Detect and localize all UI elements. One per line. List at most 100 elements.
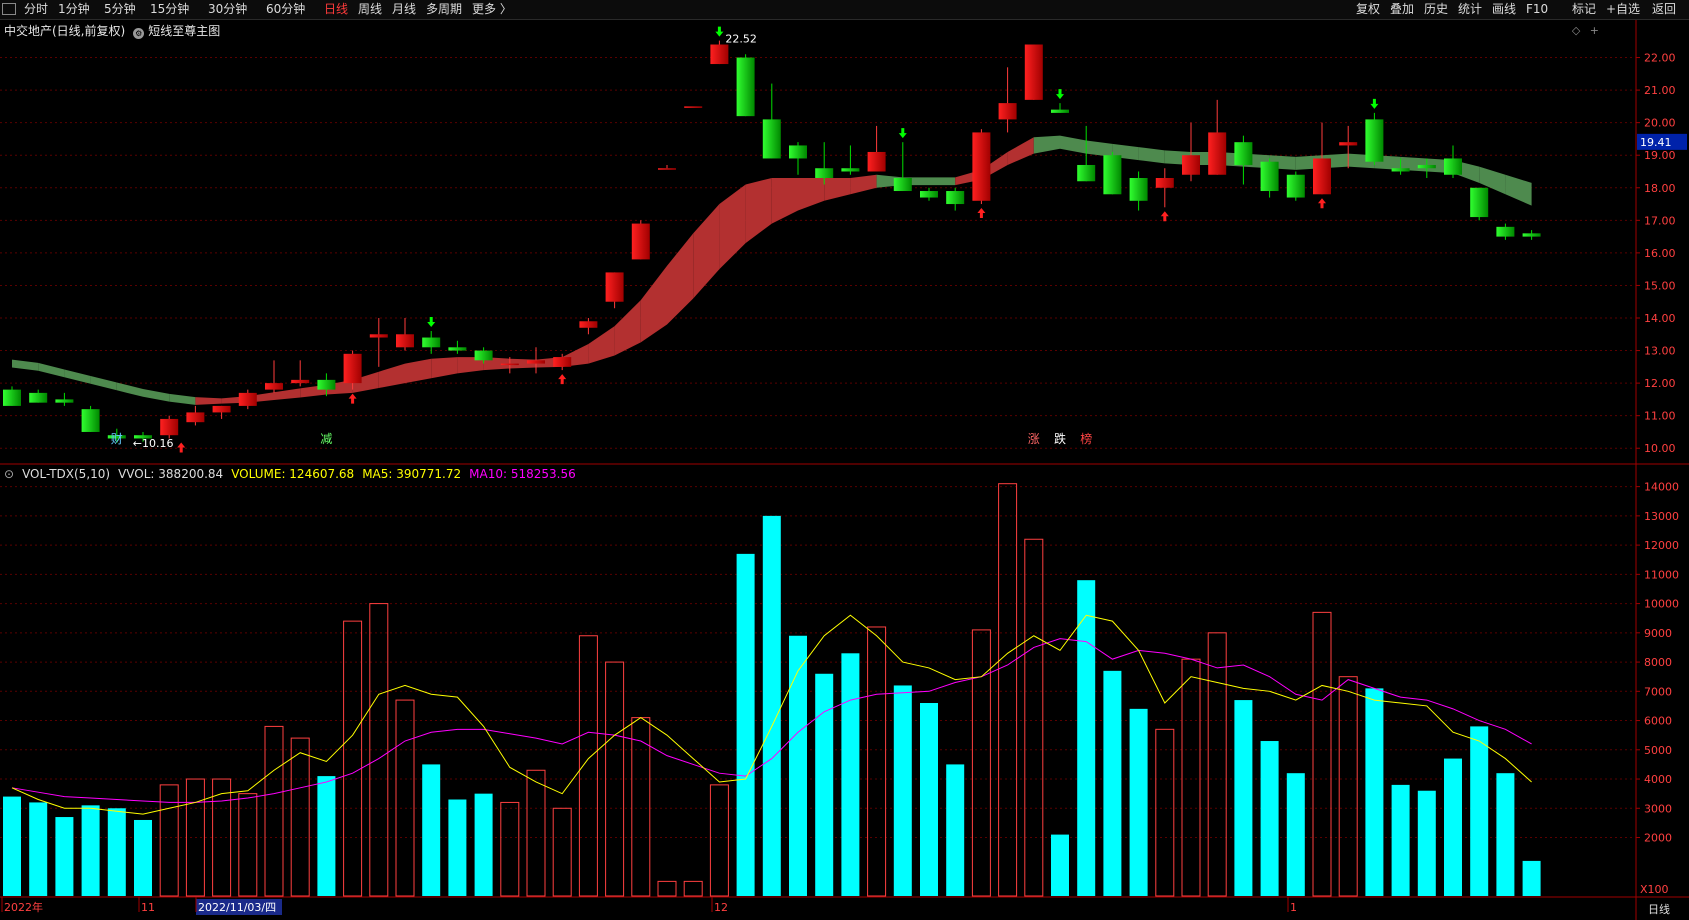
candle-body (998, 103, 1017, 120)
candle-body (1260, 161, 1279, 192)
period-tab-0[interactable]: 分时 (24, 2, 49, 16)
signal-label: 涨 (1028, 431, 1040, 446)
volume-tick-label: 14000 (1644, 481, 1679, 494)
candle-body (605, 272, 624, 302)
trend-band-segment (1138, 147, 1165, 164)
volume-bar (578, 635, 598, 897)
trend-band-segment (588, 326, 615, 364)
volume-bar (185, 778, 205, 897)
chart-title: 中交地产(日线,前复权) ⚙ 短线至尊主图 (4, 22, 220, 39)
price-tick-label: 18.00 (1644, 182, 1676, 195)
candle-body (867, 151, 886, 172)
volume-unit-label: X100 (1640, 883, 1669, 896)
vol-indicator-name[interactable]: VOL-TDX(5,10) (22, 467, 111, 481)
candle-body (658, 168, 676, 170)
signal-label: 财 (111, 432, 123, 446)
period-tab-8[interactable]: 月线 (392, 2, 417, 16)
x-axis-label: 2022/11/03/四 (198, 901, 276, 914)
indicator-name-label[interactable]: 短线至尊主图 (148, 24, 221, 38)
candle-body (238, 392, 257, 406)
buy-arrow-icon (348, 393, 357, 404)
volume-bar (1522, 860, 1541, 896)
volume-bar (1417, 790, 1436, 896)
trend-band-segment (614, 300, 641, 356)
tool-button-8[interactable]: 返回 (1652, 2, 1677, 16)
volume-bar (1181, 658, 1201, 897)
period-tab-10[interactable]: 更多 〉 (472, 2, 512, 16)
volume-bar (343, 620, 363, 897)
trend-band-segment (431, 357, 458, 379)
candle-body (1155, 178, 1174, 188)
trend-band-segment (116, 382, 143, 397)
period-tab-4[interactable]: 30分钟 (208, 2, 248, 16)
volume-bar (1155, 728, 1175, 897)
volume-tick-label: 8000 (1644, 656, 1672, 669)
volume-bar (29, 802, 48, 896)
trend-band-segment (12, 359, 39, 371)
tool-button-5[interactable]: F10 (1526, 2, 1549, 16)
period-tab-7[interactable]: 周线 (358, 2, 383, 16)
signal-label: 减 (320, 432, 332, 446)
volume-bar (605, 661, 625, 897)
trend-band-segment (378, 363, 405, 388)
candle-body (448, 347, 467, 351)
current-price-value: 19.41 (1640, 136, 1672, 149)
period-tab-2[interactable]: 5分钟 (104, 2, 136, 16)
tool-button-2[interactable]: 历史 (1424, 2, 1449, 16)
volume-tick-label: 10000 (1644, 598, 1679, 611)
period-tab-5[interactable]: 60分钟 (266, 2, 306, 16)
tool-button-4[interactable]: 画线 (1492, 2, 1517, 16)
buy-arrow-icon (177, 442, 186, 453)
period-tab-1[interactable]: 1分钟 (58, 2, 90, 16)
volume-bar (709, 784, 729, 897)
period-tab-9[interactable]: 多周期 (426, 2, 463, 16)
trend-band-segment (1086, 140, 1113, 157)
sell-arrow-icon (427, 317, 436, 328)
candle-body (1286, 174, 1305, 198)
price-tick-label: 17.00 (1644, 214, 1676, 227)
volume-bar (920, 703, 938, 896)
candle-body (134, 435, 152, 439)
trend-band-segment (719, 184, 746, 270)
volume-bar (317, 776, 336, 896)
volume-bar (81, 805, 100, 896)
trend-band-segment (693, 204, 720, 299)
trend-band-segment (64, 369, 91, 384)
volume-bar (1496, 773, 1515, 896)
candle-body (579, 321, 598, 328)
panel-controls: ◇ + (1572, 24, 1599, 37)
tool-button-6[interactable]: 标记 (1572, 2, 1597, 16)
tool-button-0[interactable]: 复权 (1356, 2, 1381, 16)
volume-tick-label: 13000 (1644, 510, 1679, 523)
volume-bar (107, 808, 126, 896)
app-menu-icon[interactable] (2, 3, 16, 15)
price-tick-label: 14.00 (1644, 312, 1676, 325)
volume-bar (1312, 611, 1332, 897)
tool-button-1[interactable]: 叠加 (1390, 2, 1415, 16)
volume-tick-label: 11000 (1644, 568, 1679, 581)
trend-band-segment (169, 393, 196, 405)
buy-arrow-icon (558, 374, 567, 385)
candle-body (841, 168, 860, 172)
price-tick-label: 22.00 (1644, 52, 1676, 65)
price-tick-label: 20.00 (1644, 117, 1676, 130)
tool-button-3[interactable]: 统计 (1458, 2, 1483, 16)
legend-toggle-icon[interactable]: ⊙ (4, 467, 15, 481)
volume-bar (1444, 758, 1462, 896)
x-axis-label: 2022年 (4, 900, 43, 914)
period-tab-6[interactable]: 日线 (324, 2, 349, 16)
buy-arrow-icon (1160, 211, 1169, 222)
price-tick-label: 12.00 (1644, 377, 1676, 390)
indicator-settings-icon[interactable]: ⚙ (133, 28, 145, 39)
diamond-icon[interactable]: ◇ (1571, 24, 1581, 37)
trend-band-segment (771, 178, 798, 224)
volume-bar (657, 880, 677, 897)
trend-band-segment (274, 388, 301, 401)
volume-tick-label: 4000 (1644, 773, 1672, 786)
ma10-value: MA10: 518253.56 (469, 467, 576, 481)
add-panel-icon[interactable]: + (1589, 24, 1599, 37)
candle-body (1417, 164, 1436, 169)
period-tab-3[interactable]: 15分钟 (150, 2, 190, 16)
tool-button-7[interactable]: +自选 (1606, 2, 1641, 16)
